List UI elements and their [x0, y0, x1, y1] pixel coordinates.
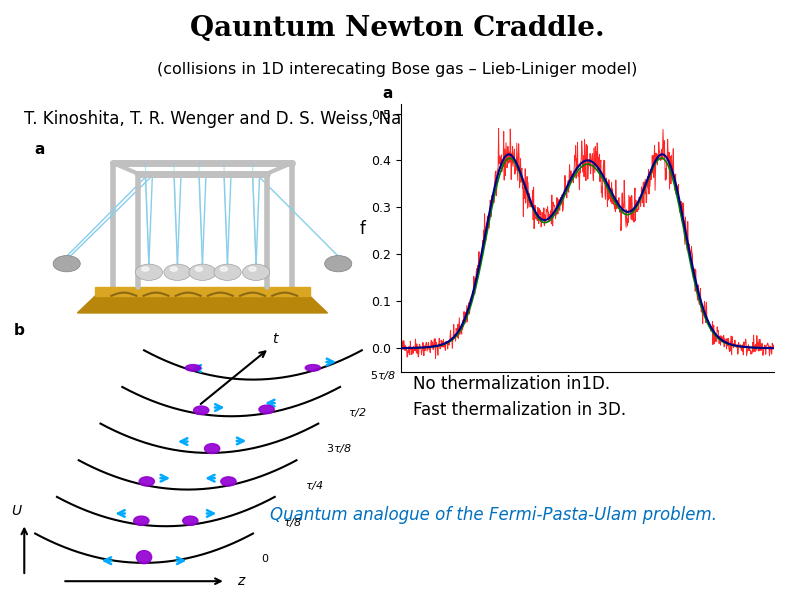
Ellipse shape	[137, 550, 152, 563]
Text: , 900 – 903 (2006): , 900 – 903 (2006)	[478, 110, 631, 128]
Circle shape	[221, 267, 228, 271]
Circle shape	[189, 264, 216, 280]
Circle shape	[135, 264, 163, 280]
Text: $\tau$/2: $\tau$/2	[349, 406, 367, 419]
Circle shape	[195, 267, 202, 271]
Text: Quantum analogue of the Fermi-Pasta-Ulam problem.: Quantum analogue of the Fermi-Pasta-Ulam…	[270, 506, 717, 524]
Text: $\tau$/8: $\tau$/8	[283, 516, 302, 529]
Text: 0: 0	[261, 554, 268, 564]
Ellipse shape	[259, 405, 274, 414]
Text: Qauntum Newton Craddle.: Qauntum Newton Craddle.	[190, 15, 604, 42]
Text: t: t	[272, 331, 277, 346]
Ellipse shape	[139, 477, 154, 486]
Text: b: b	[13, 323, 25, 338]
Polygon shape	[78, 296, 328, 313]
Text: $5\tau$/8: $5\tau$/8	[370, 369, 396, 382]
Text: 440: 440	[449, 110, 484, 128]
Text: No thermalization in1D.
Fast thermalization in 3D.: No thermalization in1D. Fast thermalizat…	[413, 375, 626, 419]
Circle shape	[249, 267, 256, 271]
Text: a: a	[383, 86, 393, 101]
Ellipse shape	[186, 365, 201, 371]
Text: U: U	[11, 505, 21, 518]
Circle shape	[164, 264, 191, 280]
Ellipse shape	[183, 516, 198, 525]
Circle shape	[171, 267, 178, 271]
Text: $\tau$/4: $\tau$/4	[305, 479, 323, 492]
Text: T. Kinoshita, T. R. Wenger and D. S. Weiss, Nature: T. Kinoshita, T. R. Wenger and D. S. Wei…	[24, 110, 440, 128]
Ellipse shape	[194, 406, 209, 415]
Ellipse shape	[133, 516, 149, 525]
Circle shape	[53, 256, 80, 272]
Ellipse shape	[305, 365, 321, 371]
Ellipse shape	[205, 444, 220, 453]
Text: z: z	[237, 574, 244, 588]
Polygon shape	[95, 287, 310, 296]
Circle shape	[142, 267, 149, 271]
Circle shape	[214, 264, 241, 280]
Text: $3\tau$/8: $3\tau$/8	[326, 443, 353, 456]
Y-axis label: f: f	[360, 220, 366, 238]
Ellipse shape	[221, 477, 236, 486]
Circle shape	[325, 256, 352, 272]
Text: (collisions in 1D interecating Bose gas – Lieb-Liniger model): (collisions in 1D interecating Bose gas …	[156, 62, 638, 77]
Circle shape	[242, 264, 270, 280]
Text: a: a	[35, 142, 45, 156]
